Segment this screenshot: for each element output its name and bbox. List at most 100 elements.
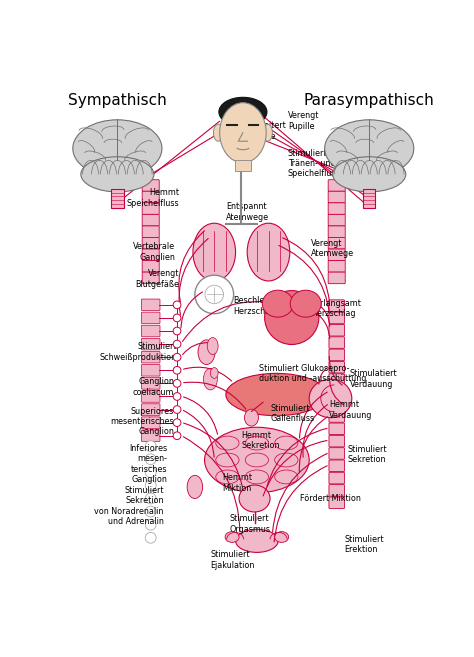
- Ellipse shape: [226, 373, 327, 416]
- Circle shape: [173, 314, 181, 322]
- FancyBboxPatch shape: [142, 237, 159, 249]
- FancyBboxPatch shape: [329, 398, 345, 410]
- Ellipse shape: [275, 532, 289, 543]
- Text: Stimuliert
Schweißproduktion: Stimuliert Schweißproduktion: [100, 342, 177, 362]
- Text: Fördert Miktion: Fördert Miktion: [300, 494, 360, 503]
- Ellipse shape: [203, 369, 218, 390]
- FancyBboxPatch shape: [329, 460, 345, 472]
- Circle shape: [145, 480, 156, 491]
- FancyBboxPatch shape: [141, 365, 160, 376]
- FancyBboxPatch shape: [328, 237, 345, 249]
- Ellipse shape: [187, 476, 202, 499]
- Ellipse shape: [207, 338, 218, 355]
- Ellipse shape: [213, 124, 223, 141]
- FancyBboxPatch shape: [328, 191, 345, 203]
- FancyBboxPatch shape: [328, 226, 345, 237]
- Ellipse shape: [81, 157, 154, 192]
- Text: Hemmt
Speichelfluss: Hemmt Speichelfluss: [127, 189, 179, 208]
- Ellipse shape: [205, 427, 309, 493]
- Ellipse shape: [309, 379, 352, 418]
- FancyBboxPatch shape: [142, 272, 159, 284]
- Text: Verlangsamt
Herzschlag: Verlangsamt Herzschlag: [311, 298, 362, 318]
- FancyBboxPatch shape: [328, 261, 345, 272]
- Ellipse shape: [290, 290, 321, 317]
- FancyBboxPatch shape: [141, 338, 160, 350]
- Ellipse shape: [245, 409, 258, 426]
- Text: Stimuliert
Sekretion
von Noradrenalin
und Adrenalin: Stimuliert Sekretion von Noradrenalin un…: [94, 486, 164, 526]
- Ellipse shape: [219, 97, 267, 127]
- Text: Stimulatiert
Verdauung: Stimulatiert Verdauung: [350, 369, 398, 389]
- Circle shape: [173, 353, 181, 361]
- FancyBboxPatch shape: [142, 214, 159, 226]
- FancyBboxPatch shape: [329, 447, 345, 459]
- Circle shape: [173, 367, 181, 374]
- Ellipse shape: [325, 120, 414, 177]
- FancyBboxPatch shape: [142, 249, 159, 261]
- Ellipse shape: [263, 124, 273, 141]
- FancyBboxPatch shape: [142, 203, 159, 214]
- Text: Stimuliert Glukosepro-
duktion und -ausschüttung: Stimuliert Glukosepro- duktion und -auss…: [259, 364, 366, 384]
- Circle shape: [205, 285, 224, 304]
- Ellipse shape: [73, 120, 162, 177]
- FancyBboxPatch shape: [141, 299, 160, 311]
- Bar: [111, 189, 124, 208]
- FancyBboxPatch shape: [329, 411, 345, 422]
- Circle shape: [145, 519, 156, 530]
- Circle shape: [145, 493, 156, 504]
- Ellipse shape: [264, 290, 319, 344]
- FancyBboxPatch shape: [141, 404, 160, 415]
- FancyBboxPatch shape: [329, 325, 345, 336]
- Circle shape: [173, 340, 181, 348]
- FancyBboxPatch shape: [329, 436, 345, 447]
- Ellipse shape: [193, 223, 236, 281]
- FancyBboxPatch shape: [141, 417, 160, 428]
- FancyBboxPatch shape: [329, 300, 345, 311]
- Text: Hemmt
Verdauung: Hemmt Verdauung: [329, 400, 372, 420]
- Text: Stimuliert
Orgasmus: Stimuliert Orgasmus: [230, 514, 271, 533]
- Text: Parasympathisch: Parasympathisch: [304, 93, 435, 108]
- Text: Stimuliert
Sekretion: Stimuliert Sekretion: [347, 445, 387, 464]
- Circle shape: [195, 275, 234, 313]
- FancyBboxPatch shape: [328, 249, 345, 261]
- FancyBboxPatch shape: [142, 180, 159, 191]
- FancyBboxPatch shape: [141, 430, 160, 442]
- Text: Stimuliert
Gallenfluss: Stimuliert Gallenfluss: [270, 404, 314, 424]
- Bar: [363, 189, 375, 208]
- Text: Verengt
Pupille: Verengt Pupille: [288, 112, 319, 131]
- Circle shape: [173, 419, 181, 426]
- Ellipse shape: [247, 223, 290, 281]
- FancyBboxPatch shape: [329, 349, 345, 361]
- FancyBboxPatch shape: [141, 325, 160, 337]
- Text: Verengt
Atemwege: Verengt Atemwege: [311, 238, 354, 258]
- Text: Vertebrale
Ganglien: Vertebrale Ganglien: [133, 242, 175, 261]
- Circle shape: [145, 467, 156, 478]
- FancyBboxPatch shape: [328, 214, 345, 226]
- FancyBboxPatch shape: [329, 312, 345, 324]
- FancyBboxPatch shape: [142, 261, 159, 272]
- FancyBboxPatch shape: [328, 203, 345, 214]
- Text: Inferiores
mesen-
terisches
Ganglion: Inferiores mesen- terisches Ganglion: [129, 443, 168, 484]
- Text: Beschleunigt
Herzschlag: Beschleunigt Herzschlag: [234, 296, 285, 316]
- FancyBboxPatch shape: [141, 312, 160, 324]
- Circle shape: [145, 506, 156, 517]
- Text: Ganglion
coeliacum: Ganglion coeliacum: [132, 377, 174, 397]
- Text: Hemmt
Miktion: Hemmt Miktion: [222, 474, 252, 493]
- Text: Sympathisch: Sympathisch: [68, 93, 167, 108]
- FancyBboxPatch shape: [329, 337, 345, 348]
- Text: Superiores
mesenterisches
Ganglion: Superiores mesenterisches Ganglion: [110, 407, 174, 436]
- FancyBboxPatch shape: [329, 472, 345, 484]
- Ellipse shape: [198, 340, 215, 365]
- Text: Erweitert
Pupille: Erweitert Pupille: [249, 122, 286, 141]
- FancyBboxPatch shape: [142, 226, 159, 237]
- FancyBboxPatch shape: [329, 386, 345, 397]
- Circle shape: [173, 432, 181, 440]
- Text: Stimuliert
Ejakulation: Stimuliert Ejakulation: [210, 551, 255, 570]
- Text: Stimuliert
Tränen- und
Speichelfluss: Stimuliert Tränen- und Speichelfluss: [288, 148, 340, 179]
- Circle shape: [145, 532, 156, 543]
- Circle shape: [145, 441, 156, 451]
- FancyBboxPatch shape: [328, 272, 345, 284]
- Ellipse shape: [219, 102, 266, 163]
- Ellipse shape: [262, 290, 293, 317]
- Ellipse shape: [210, 367, 218, 378]
- Circle shape: [173, 301, 181, 309]
